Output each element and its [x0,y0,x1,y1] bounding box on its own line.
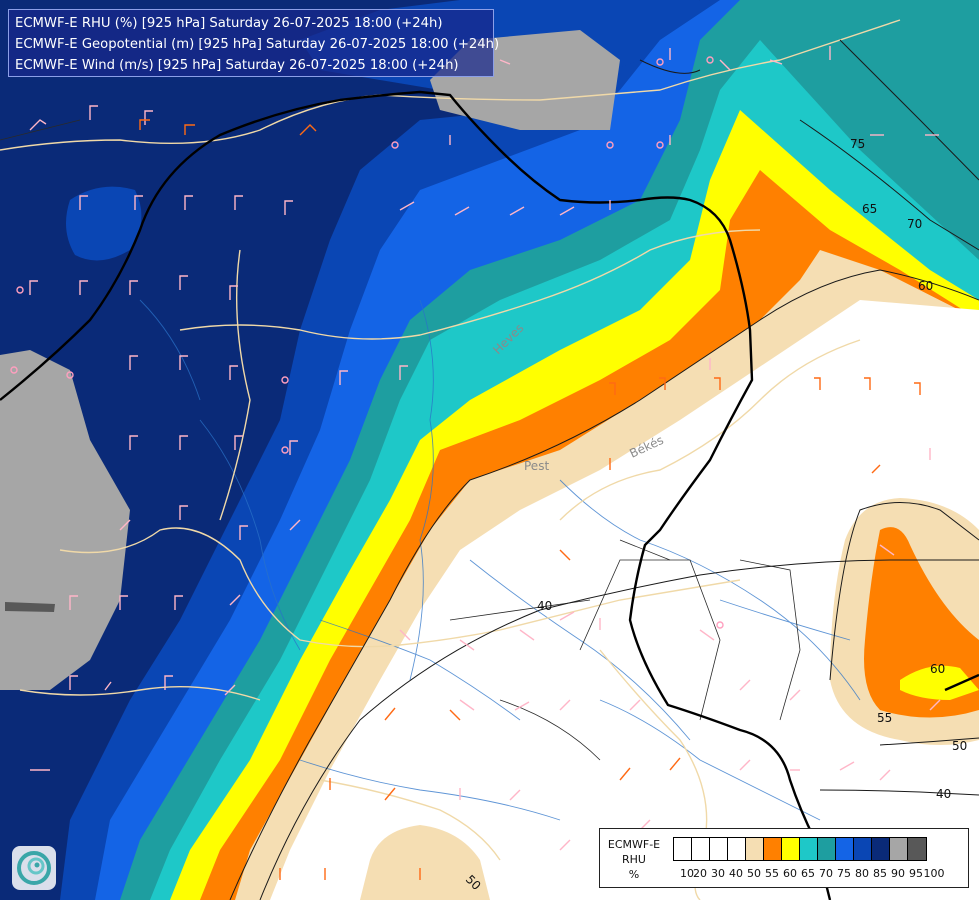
contour-label: 65 [862,202,877,216]
admin-lines-layer [0,119,801,761]
contour-labels-layer: 40 50 55 60 65 70 75 60 50 40 [463,137,967,893]
legend-tick-label: 30 [711,867,725,880]
legend-swatch [854,838,872,860]
legend-swatch [746,838,764,860]
legend-color-bar [673,837,927,861]
rhu-south-50-blob [360,825,490,900]
contour-label: 40 [537,599,552,613]
legend-tick-label: 90 [891,867,905,880]
title-line-wind: ECMWF-E Wind (m/s) [925 hPa] Saturday 26… [15,58,459,73]
legend-swatch [674,838,692,860]
legend-swatch [782,838,800,860]
logo [12,846,56,890]
contour-label: 50 [952,739,967,753]
rhu-east-60-blob [900,665,979,700]
map-title-box: ECMWF-E RHU (%) [925 hPa] Saturday 26-07… [8,9,500,77]
legend-swatch [872,838,890,860]
rhu-band-95-west [5,602,55,612]
rhu-band-white [270,300,979,900]
contour-label: 60 [918,279,933,293]
legend-swatch [890,838,908,860]
country-border-layer [0,90,979,900]
legend-tick-label: 40 [729,867,743,880]
contour-label: 70 [907,217,922,231]
legend-tick-label: 75 [837,867,851,880]
legend-tick-label: 10 [680,867,694,880]
legend-tick-label: 85 [873,867,887,880]
legend-tick-label: 60 [783,867,797,880]
contour-label: 75 [850,137,865,151]
legend-tick-label: 65 [801,867,815,880]
contour-label: 60 [930,662,945,676]
legend-swatch [836,838,854,860]
legend-swatch [800,838,818,860]
legend-swatch [764,838,782,860]
legend-variable: RHU [622,853,646,866]
contour-label: 55 [877,711,892,725]
legend-model: ECMWF-E [607,838,661,851]
legend-tick-label: 80 [855,867,869,880]
legend-swatch [710,838,728,860]
legend-tick-label: 95 [909,867,923,880]
legend-unit: % [628,868,640,881]
legend-tick-label: 50 [747,867,761,880]
legend-swatch [818,838,836,860]
rivers-layer [139,299,861,821]
title-line-geopotential: ECMWF-E Geopotential (m) [925 hPa] Satur… [15,37,500,52]
legend-swatch [692,838,710,860]
legend: ECMWF-E RHU % 10 20 30 40 50 55 60 65 70 75 80 85 90… [599,828,969,888]
wind-barbs-layer [10,46,941,880]
legend-swatch [728,838,746,860]
contour-lines-layer [229,39,979,900]
swirl-icon [17,851,51,885]
title-line-rhu: ECMWF-E RHU (%) [925 hPa] Saturday 26-07… [15,16,443,31]
rhu-patch-80-north [66,186,142,261]
legend-tick-label: 55 [765,867,779,880]
place-label-pest: Pest [524,459,549,473]
legend-tick-label: 70 [819,867,833,880]
legend-tick-label: 20 [693,867,707,880]
contour-label: 40 [936,787,951,801]
legend-tick-label: 100 [923,867,945,880]
legend-title: ECMWF-E RHU % [604,837,664,882]
legend-swatch [908,838,926,860]
